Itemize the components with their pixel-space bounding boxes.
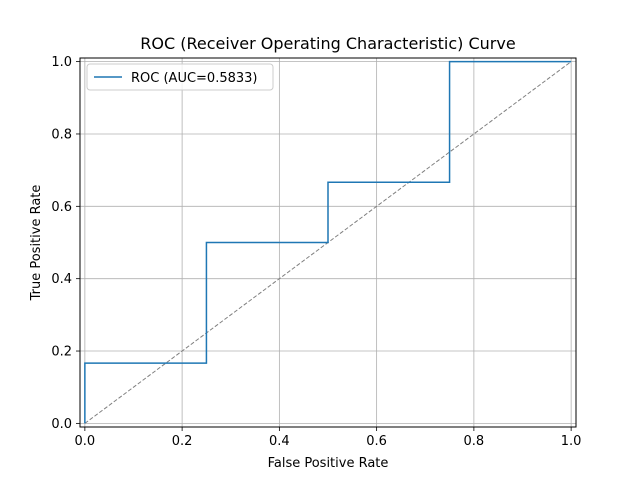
grid <box>80 58 576 427</box>
x-tick-label-0: 0.0 <box>75 434 96 449</box>
roc-curve-line <box>84 60 572 424</box>
y-tick-label-2: 0.4 <box>51 272 72 287</box>
x-tick-label-1: 0.2 <box>172 434 193 449</box>
y-tick-label-5: 1.0 <box>51 55 72 70</box>
chart-title: ROC (Receiver Operating Characteristic) … <box>140 34 515 53</box>
y-tick-label-1: 0.2 <box>51 345 72 360</box>
x-axis-label: False Positive Rate <box>268 456 389 471</box>
y-tick-label-4: 0.8 <box>51 127 72 142</box>
x-tick-label-2: 0.4 <box>269 434 290 449</box>
legend-box <box>86 63 274 91</box>
x-tick-label-4: 0.8 <box>464 434 485 449</box>
series-layer <box>84 60 572 424</box>
y-tick-label-3: 0.6 <box>51 200 72 215</box>
legend: ROC (AUC=0.5833) <box>86 63 274 91</box>
x-tick-label-3: 0.6 <box>366 434 387 449</box>
y-axis-label: True Positive Rate <box>29 185 44 302</box>
plot-frame <box>79 57 577 428</box>
ticks: 0.0 0.2 0.4 0.6 0.8 1.0 0.0 0.2 0.4 0.6 0.8 1.0 <box>51 55 581 449</box>
legend-label-roc: ROC (AUC=0.5833) <box>131 71 257 86</box>
x-tick-label-5: 1.0 <box>561 434 582 449</box>
y-tick-label-0: 0.0 <box>51 417 72 432</box>
